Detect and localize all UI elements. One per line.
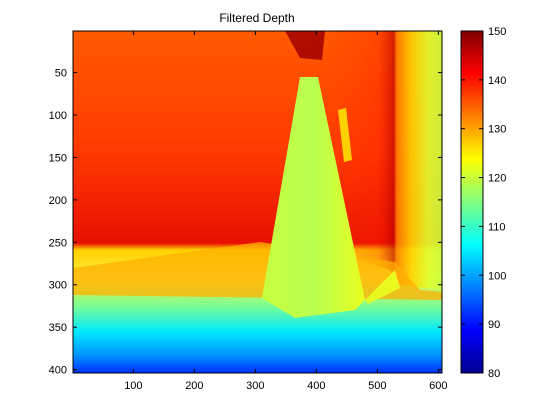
y-tick-label: 300 (49, 280, 67, 292)
depth-image (73, 31, 442, 373)
y-tick-label: 150 (49, 152, 67, 164)
y-tick-label: 200 (49, 195, 67, 207)
colorbar-tick-label: 90 (488, 319, 500, 331)
colorbar-gradient (460, 30, 484, 374)
y-tick-label: 350 (49, 322, 67, 334)
region-metronome-arm (338, 108, 352, 162)
colorbar-tick-label: 150 (488, 26, 506, 38)
colorbar-tick-label: 100 (488, 270, 506, 282)
colorbar-tick-label: 110 (488, 221, 506, 233)
y-tick-label: 250 (49, 237, 67, 249)
region-metronome-shadow (365, 270, 400, 304)
x-tick-label: 300 (246, 380, 264, 392)
x-tick-label: 100 (124, 380, 142, 392)
colorbar-tick-label: 130 (488, 124, 506, 136)
y-axis: 50 100 150 200 250 300 350 400 (49, 68, 442, 377)
y-tick-label: 400 (49, 365, 67, 377)
colorbar-tick-label: 120 (488, 173, 506, 185)
x-tick-label: 600 (429, 380, 447, 392)
y-tick-label: 50 (55, 68, 67, 80)
x-tick-label: 200 (185, 380, 203, 392)
colorbar-tick-label: 80 (488, 368, 500, 380)
x-tick-label: 400 (307, 380, 325, 392)
x-tick-label: 500 (368, 380, 386, 392)
colorbar-tick-label: 140 (488, 75, 506, 87)
colorbar-axis: 80 90 100 110 120 130 140 150 (461, 26, 506, 380)
colorbar (460, 30, 484, 374)
region-dark-corner (285, 31, 325, 60)
x-axis: 100 200 300 400 500 600 (124, 31, 448, 392)
y-tick-label: 100 (49, 110, 67, 122)
chart-title: Filtered Depth (219, 11, 294, 25)
region-metronome (262, 77, 365, 318)
plot-frame (72, 30, 443, 374)
